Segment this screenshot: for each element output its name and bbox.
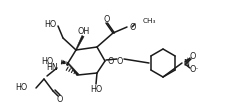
Text: HO: HO bbox=[41, 57, 53, 66]
Text: CH₃: CH₃ bbox=[143, 18, 157, 24]
Text: O: O bbox=[57, 94, 63, 103]
Text: HO: HO bbox=[44, 19, 56, 28]
Text: O: O bbox=[104, 15, 110, 24]
Polygon shape bbox=[76, 35, 84, 50]
Text: HO: HO bbox=[90, 85, 102, 94]
Text: O: O bbox=[107, 56, 113, 65]
Text: HO: HO bbox=[16, 83, 28, 92]
Text: O: O bbox=[129, 22, 135, 31]
Text: O: O bbox=[190, 65, 196, 74]
Text: O: O bbox=[117, 57, 123, 66]
Text: OH: OH bbox=[78, 27, 90, 36]
Text: +: + bbox=[184, 57, 190, 63]
Text: O: O bbox=[190, 51, 196, 60]
Polygon shape bbox=[68, 63, 79, 76]
Text: HN: HN bbox=[46, 63, 58, 73]
Text: N: N bbox=[183, 59, 189, 68]
Text: ⁻: ⁻ bbox=[195, 67, 198, 73]
